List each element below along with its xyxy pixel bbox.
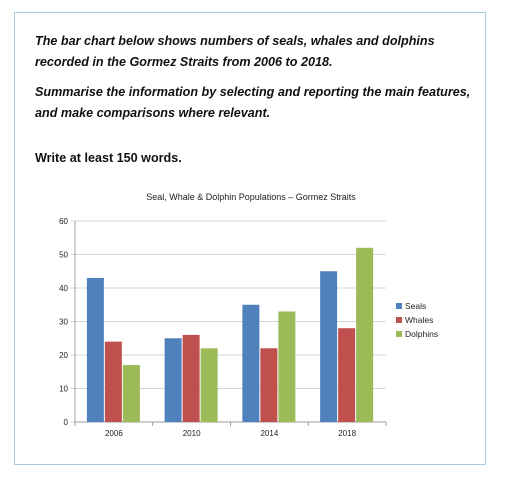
bar-seals-2006 xyxy=(86,277,104,422)
word-count-instruction: Write at least 150 words. xyxy=(35,151,182,165)
bar-seals-2010 xyxy=(164,338,182,422)
y-tick-label: 60 xyxy=(59,217,68,226)
prompt-line-2: Summarise the information by selecting a… xyxy=(35,85,471,120)
bar-whales-2006 xyxy=(104,341,122,422)
bar-seals-2018 xyxy=(320,271,338,422)
x-tick-label: 2006 xyxy=(105,429,123,438)
y-tick-label: 20 xyxy=(59,351,68,360)
legend-label-seals: Seals xyxy=(405,301,426,311)
bar-dolphins-2010 xyxy=(200,348,218,422)
bar-dolphins-2014 xyxy=(278,311,296,422)
y-tick-label: 50 xyxy=(59,251,68,260)
legend-label-whales: Whales xyxy=(405,315,433,325)
legend-swatch-seals xyxy=(396,303,402,309)
bar-whales-2014 xyxy=(260,348,278,422)
bar-seals-2014 xyxy=(242,304,260,422)
y-tick-label: 0 xyxy=(64,418,69,427)
y-tick-label: 10 xyxy=(59,385,68,394)
legend-swatch-whales xyxy=(396,317,402,323)
bar-whales-2010 xyxy=(182,334,200,422)
x-tick-label: 2010 xyxy=(183,429,201,438)
y-tick-label: 30 xyxy=(59,318,68,327)
legend-label-dolphins: Dolphins xyxy=(405,329,438,339)
bar-dolphins-2018 xyxy=(356,247,374,422)
bar-chart: 0 10 20 30 40 50 60 2006 2010 2014 2018 Seals Whales… xyxy=(59,217,438,438)
legend-swatch-dolphins xyxy=(396,331,402,337)
x-tick-label: 2018 xyxy=(338,429,356,438)
chart-title: Seal, Whale & Dolphin Populations – Gorm… xyxy=(146,192,356,202)
task-prompt: The bar chart below shows numbers of sea… xyxy=(35,31,475,133)
x-tick-label: 2014 xyxy=(260,429,278,438)
bar-whales-2018 xyxy=(338,328,356,422)
bar-dolphins-2006 xyxy=(122,365,140,422)
prompt-line-1: The bar chart below shows numbers of sea… xyxy=(35,34,435,69)
task-card: The bar chart below shows numbers of sea… xyxy=(14,12,486,465)
y-tick-label: 40 xyxy=(59,284,68,293)
